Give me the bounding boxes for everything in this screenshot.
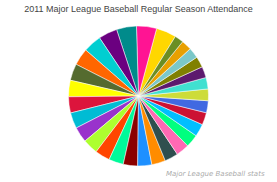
svg-text:Major League Baseball stats: Major League Baseball stats (166, 170, 265, 178)
svg-text:2011 Major League Baseball Reg: 2011 Major League Baseball Regular Seaso… (24, 4, 253, 14)
